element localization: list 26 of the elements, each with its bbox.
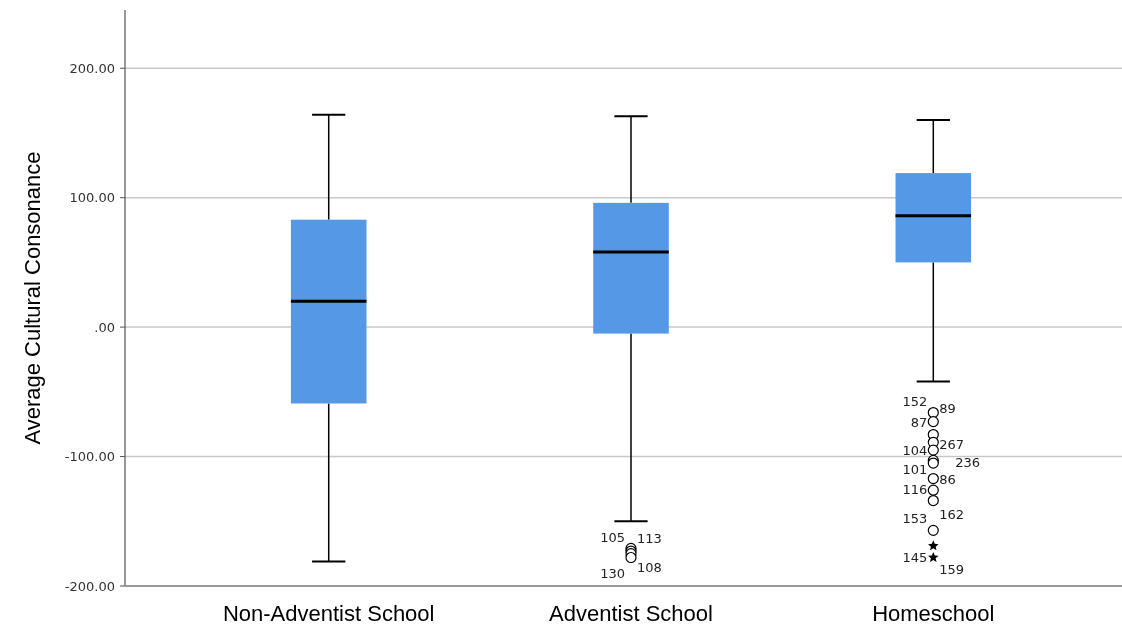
- y-tick-label: 100.00: [69, 190, 115, 206]
- annotation: 162: [939, 507, 965, 523]
- annotation: 159: [939, 562, 965, 578]
- annotation: 104: [902, 442, 928, 458]
- y-tick-label: -100.00: [64, 449, 115, 465]
- x-tick-label: Adventist School: [549, 601, 713, 626]
- annotation: 101: [902, 461, 928, 477]
- annotation: 108: [637, 560, 662, 576]
- annotation: 105: [600, 530, 625, 546]
- x-tick-label: Non-Adventist School: [222, 601, 435, 626]
- annotation: 116: [902, 481, 928, 497]
- annotation: 267: [939, 436, 965, 452]
- annotation: 89: [939, 401, 956, 417]
- y-tick-label: .00: [94, 319, 115, 335]
- annotation: 236: [955, 454, 981, 470]
- x-tick-label: Homeschool: [872, 601, 995, 626]
- y-tick-label: -200.00: [64, 578, 115, 594]
- annotation: 153: [902, 510, 928, 526]
- annotation: 130: [600, 566, 625, 582]
- annotation: 152: [902, 394, 928, 410]
- y-axis-title: Average Cultural Consonance: [20, 151, 45, 445]
- annotation: 113: [637, 530, 662, 546]
- annotation: 86: [939, 472, 956, 488]
- annotation: 145: [902, 550, 928, 566]
- annotation: 87: [910, 415, 928, 431]
- y-tick-label: 200.00: [69, 60, 115, 76]
